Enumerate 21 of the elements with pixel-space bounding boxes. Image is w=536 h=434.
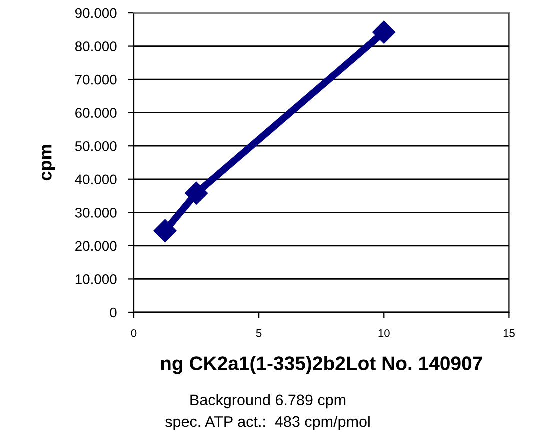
x-tick-label: 5 <box>256 330 262 338</box>
x-tick-label: 15 <box>504 330 515 338</box>
x-axis-title: ng CK2a1(1-335)2b2Lot No. 140907 <box>161 356 482 374</box>
y-tick-label: 20.000 <box>76 241 117 252</box>
y-tick-label: 60.000 <box>76 108 117 118</box>
y-tick-label: 40.000 <box>75 174 117 185</box>
x-tick-label: 0 <box>131 329 137 338</box>
point <box>154 219 177 242</box>
text: spec. ATP act.: 483 cpm/pmol <box>166 416 370 430</box>
y-tick-label: 10.000 <box>76 274 117 284</box>
y-axis-title: cpm <box>42 145 56 181</box>
point <box>185 182 208 205</box>
y-tick-label: 80.000 <box>75 42 117 52</box>
y-tick-label: 30.000 <box>75 208 117 218</box>
y-tick-label: 90.000 <box>76 8 117 18</box>
y-tick-label: 0 <box>110 308 117 318</box>
x-tick-label: 10 <box>378 329 390 338</box>
point <box>372 20 396 44</box>
y-tick-label: 50.000 <box>75 141 117 152</box>
text: Background 6.789 cpm <box>190 394 346 409</box>
y-tick-label: 70.000 <box>76 74 117 85</box>
